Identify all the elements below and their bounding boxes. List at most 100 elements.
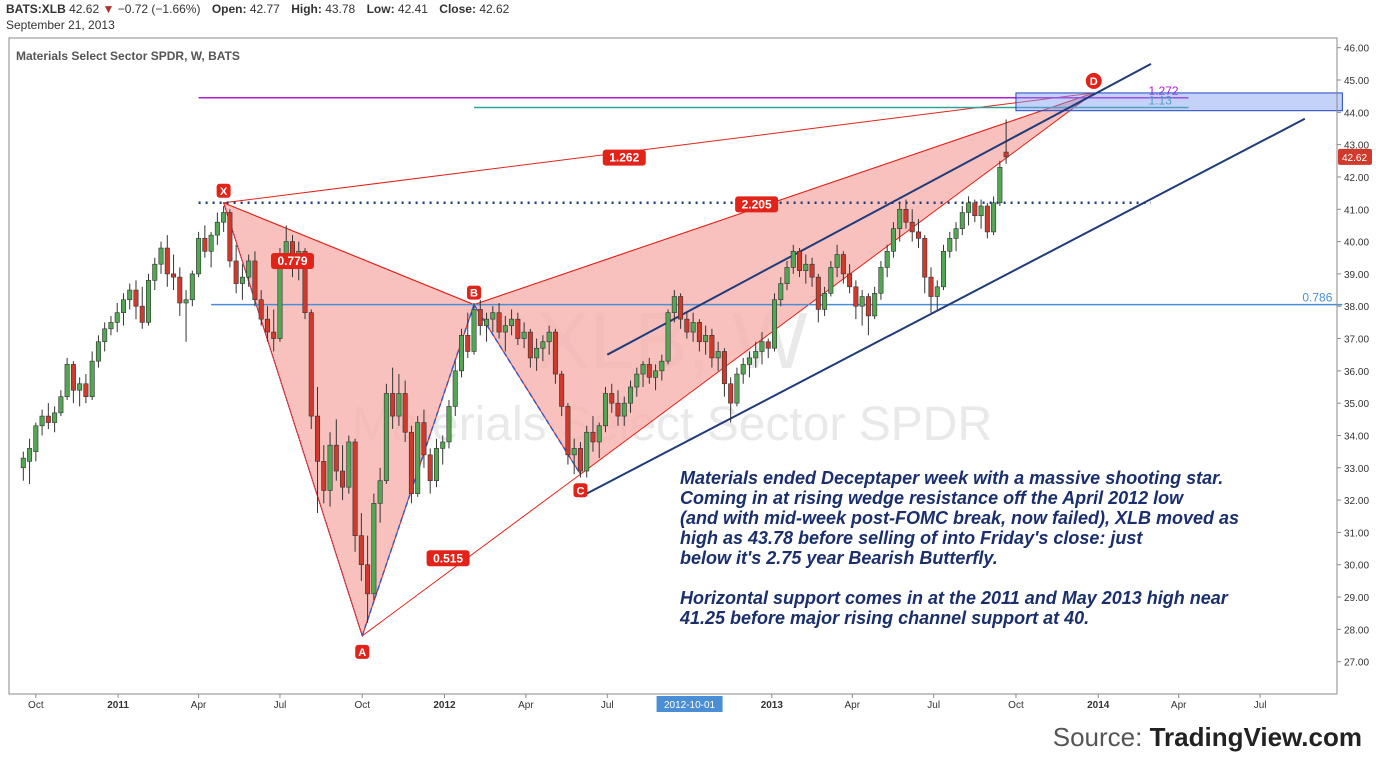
candle-body xyxy=(984,205,990,233)
candle-body xyxy=(371,503,377,595)
candle-body xyxy=(108,322,114,330)
ratio-box xyxy=(426,550,470,567)
candle-body xyxy=(878,267,884,294)
candlestick-chart[interactable]: XLB, W Materials Select Sector SPDR 1.27… xyxy=(0,0,1376,722)
candle-body xyxy=(264,318,270,333)
candle-body xyxy=(390,393,396,417)
annotation-line: Materials ended Deceptaper week with a m… xyxy=(680,468,1223,488)
candle-body xyxy=(120,299,126,313)
candle-body xyxy=(239,276,245,284)
candle-body xyxy=(778,283,784,301)
candle-body xyxy=(490,312,496,320)
source-credit: Source: TradingView.com xyxy=(1053,722,1362,753)
candle-body xyxy=(621,402,627,417)
candle-body xyxy=(415,422,421,494)
candle-body xyxy=(959,212,965,229)
pattern-dashed-ab xyxy=(361,304,475,637)
price-change: −0.72 (−1.66%) xyxy=(117,2,201,16)
candle-body xyxy=(703,335,709,343)
point-marker-b xyxy=(467,285,482,300)
y-tick-label: 34.00 xyxy=(1344,431,1369,442)
x-tick-label: Jul xyxy=(601,700,614,711)
candle-body xyxy=(897,208,903,229)
y-tick-label: 35.00 xyxy=(1344,399,1369,410)
ratio-box xyxy=(602,149,646,166)
prz-box xyxy=(1015,92,1343,112)
ratio-box xyxy=(735,196,779,213)
pattern-line-xb xyxy=(223,202,475,306)
candle-body xyxy=(884,250,890,268)
close-value: 42.62 xyxy=(479,2,510,16)
last-price-marker xyxy=(1338,148,1372,165)
candle-body xyxy=(221,212,227,223)
candles xyxy=(20,119,1009,623)
candle-body xyxy=(52,412,58,423)
point-label-b: B xyxy=(470,288,478,300)
x-tick-label: Jul xyxy=(1254,700,1267,711)
candle-body xyxy=(765,341,771,349)
x-axis[interactable]: Oct 2011 Apr Jul Oct 2012 Apr Jul 2013 Apr Jul Oct 2… xyxy=(28,694,1266,712)
y-tick-label: 33.00 xyxy=(1344,464,1369,475)
candle-body xyxy=(521,331,527,339)
candle-body xyxy=(934,286,940,297)
x-cursor-marker xyxy=(656,696,723,712)
candle-body xyxy=(803,263,809,271)
candle-body xyxy=(978,205,984,217)
candle-body xyxy=(89,360,95,397)
candle-body xyxy=(164,247,170,275)
candle-body xyxy=(590,431,596,443)
candle-body xyxy=(690,322,696,333)
x-tick-label: Apr xyxy=(845,700,861,711)
annotation-line: below it's 2.75 year Bearish Butterfly. xyxy=(680,548,998,568)
candle-body xyxy=(484,318,490,326)
candle-body xyxy=(746,357,752,365)
candle-body xyxy=(321,461,327,491)
ratio-label: 0.779 xyxy=(277,254,307,268)
chart-date: September 21, 2013 xyxy=(6,18,115,32)
x-tick-label: 2011 xyxy=(107,700,129,711)
candle-body xyxy=(559,373,565,407)
annotation: Materials ended Deceptaper week with a m… xyxy=(679,468,1239,628)
ratio-box xyxy=(270,252,314,269)
candle-body xyxy=(459,335,465,372)
open-label: Open: xyxy=(211,2,247,16)
y-axis[interactable]: 27.00 28.00 29.00 30.00 31.00 32.00 33.00 34.00… xyxy=(1336,38,1372,694)
candle-body xyxy=(408,431,414,494)
candle-body xyxy=(433,448,439,482)
ratio-label: 1.262 xyxy=(609,151,639,165)
low-label: Low: xyxy=(366,2,395,16)
candle-body xyxy=(859,296,865,307)
y-tick-label: 27.00 xyxy=(1344,658,1369,669)
pattern-labels: X A B C D 0.779 0.515 2.205 1.262 Materials ended… xyxy=(216,72,1239,659)
candle-body xyxy=(246,260,252,278)
x-tick-label: Oct xyxy=(354,700,370,711)
symbol-header: BATS:XLB 42.62 ▼ −0.72 (−1.66%) Open: 42… xyxy=(6,2,509,16)
open-value: 42.77 xyxy=(249,2,280,16)
candle-body xyxy=(596,425,602,443)
candle-body xyxy=(58,396,64,414)
candle-body xyxy=(333,444,339,472)
candle-body xyxy=(383,393,389,482)
candle-body xyxy=(903,208,909,223)
candle-body xyxy=(784,267,790,284)
x-tick-label: Apr xyxy=(1171,700,1187,711)
candle-body xyxy=(534,347,540,359)
symbol-label[interactable]: BATS:XLB xyxy=(6,2,66,16)
y-tick-label: 38.00 xyxy=(1344,302,1369,313)
candle-body xyxy=(202,238,208,252)
candle-body xyxy=(709,335,715,359)
pattern-line-ac xyxy=(361,473,581,637)
source-brand[interactable]: TradingView.com xyxy=(1149,722,1362,752)
candle-body xyxy=(953,228,959,239)
candle-body xyxy=(609,393,615,404)
candle-body xyxy=(133,289,139,307)
candle-body xyxy=(671,296,677,313)
low-value: 42.41 xyxy=(397,2,428,16)
y-tick-label: 43.00 xyxy=(1344,141,1369,152)
candle-body xyxy=(496,312,502,333)
butterfly-pattern xyxy=(222,92,1095,638)
level-label-0: 1.272 xyxy=(1149,84,1179,98)
candle-body xyxy=(696,322,702,343)
candle-body xyxy=(421,422,427,456)
close-label: Close: xyxy=(439,2,476,16)
